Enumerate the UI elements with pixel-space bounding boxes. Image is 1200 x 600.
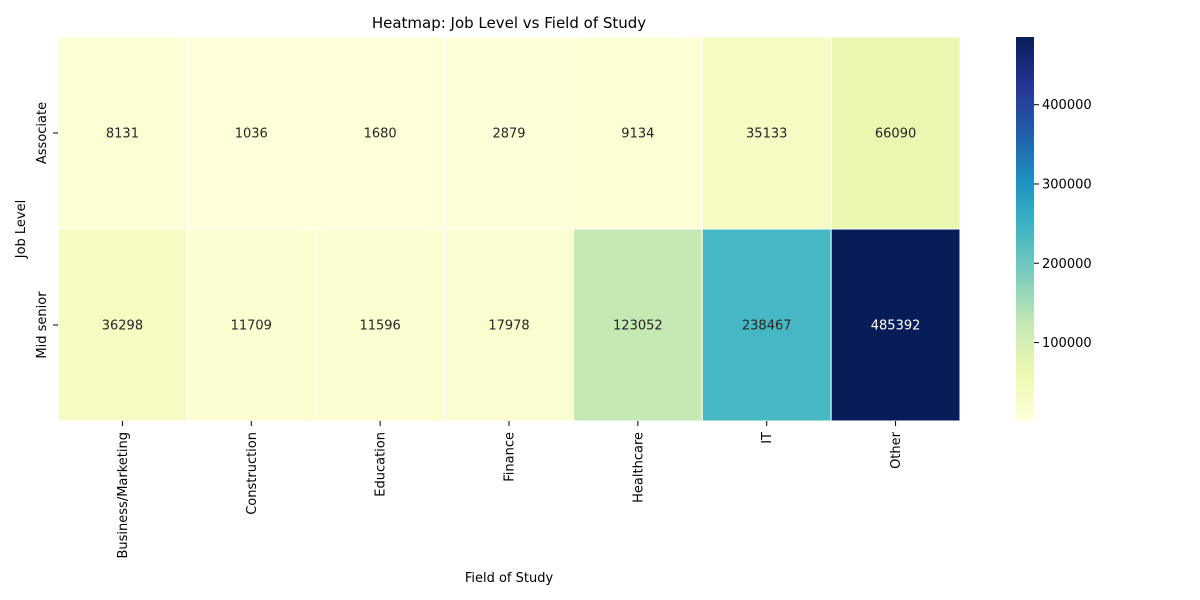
heatmap-cell (830, 36, 961, 230)
cell-value-label: 2879 (492, 127, 525, 142)
colorbar-tick-label: 200000 (1042, 257, 1092, 272)
heatmap-cell (701, 36, 832, 230)
heatmap-cell (186, 36, 317, 230)
heatmap-cell (315, 228, 446, 422)
cell-value-label: 485392 (871, 319, 921, 334)
heatmap-cell (57, 228, 188, 422)
heatmap-cell (315, 36, 446, 230)
colorbar-tick-label: 400000 (1042, 98, 1092, 113)
x-tick-label: Finance (503, 432, 518, 482)
cell-value-label: 11596 (359, 319, 400, 334)
colorbar-gradient (1016, 37, 1034, 421)
x-axis-ticks: Business/Marketing Construction Education F… (116, 421, 904, 559)
cell-value-label: 9134 (621, 127, 654, 142)
cell-value-label: 66090 (875, 127, 916, 142)
heatmap-cell (572, 36, 703, 230)
cell-value-label: 11709 (231, 319, 272, 334)
cell-value-label: 8131 (106, 127, 139, 142)
x-tick-label: Education (374, 432, 389, 497)
y-tick-label: Mid senior (35, 291, 50, 359)
colorbar-ticks: 100000 200000 300000 400000 (1034, 98, 1092, 351)
x-axis-label: Field of Study (465, 571, 554, 586)
x-tick-label: Business/Marketing (116, 432, 131, 559)
y-axis-ticks: Associate Mid senior (35, 102, 58, 359)
cell-value-label: 238467 (742, 319, 792, 334)
x-tick-label: Other (889, 431, 904, 469)
x-tick-label: IT (760, 432, 775, 444)
colorbar: 100000 200000 300000 400000 (1016, 37, 1092, 421)
cell-value-label: 1036 (235, 127, 268, 142)
cell-value-label: 123052 (613, 319, 663, 334)
heatmap-cell (57, 36, 188, 230)
cell-value-label: 35133 (746, 127, 787, 142)
y-tick-label: Associate (35, 102, 50, 164)
cell-value-label: 17978 (488, 319, 529, 334)
cell-value-label: 36298 (102, 319, 143, 334)
chart-title: Heatmap: Job Level vs Field of Study (372, 14, 646, 32)
x-tick-label: Healthcare (631, 432, 646, 503)
cell-value-label: 1680 (364, 127, 397, 142)
colorbar-tick-label: 300000 (1042, 177, 1092, 192)
heatmap-cell (701, 228, 832, 422)
colorbar-tick-label: 100000 (1042, 336, 1092, 351)
heatmap-cell (572, 228, 703, 422)
heatmap-cells: 8131 1036 1680 2879 9134 35133 66090 36298 11709… (57, 36, 961, 422)
x-tick-label: Construction (245, 432, 260, 515)
heatmap-cell (830, 228, 961, 422)
y-axis-label: Job Level (14, 200, 29, 260)
heatmap-cell (444, 36, 574, 230)
